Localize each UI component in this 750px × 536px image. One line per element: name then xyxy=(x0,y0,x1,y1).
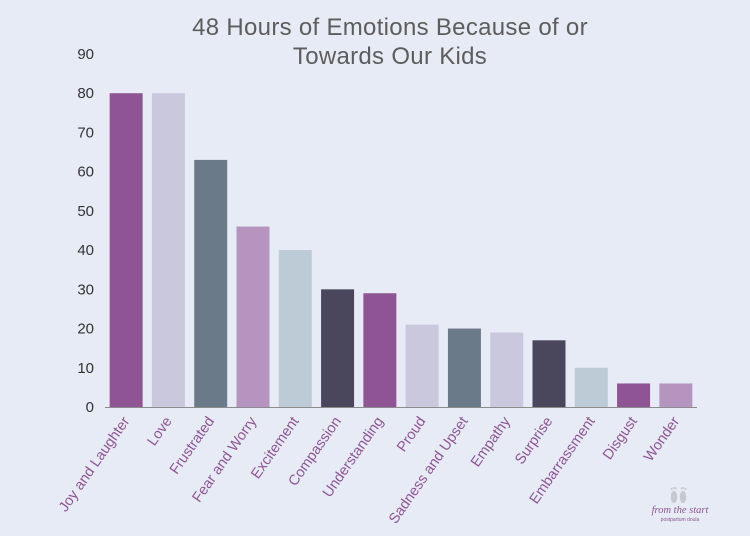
x-tick-label: Joy and Laughter xyxy=(56,414,133,515)
bar xyxy=(447,328,481,407)
x-tick-label: Empathy xyxy=(468,414,514,471)
bar xyxy=(405,324,439,407)
bar xyxy=(236,226,270,407)
bar xyxy=(490,332,524,407)
y-tick-label: 30 xyxy=(77,281,94,298)
x-tick-label: Sadness and Upset xyxy=(386,414,472,527)
y-tick-label: 50 xyxy=(77,203,94,220)
x-tick-label: Wonder xyxy=(641,414,683,465)
y-tick-label: 0 xyxy=(86,399,94,416)
bar xyxy=(151,93,185,407)
y-tick-label: 70 xyxy=(77,124,94,141)
bar xyxy=(659,383,693,407)
y-tick-label: 10 xyxy=(77,360,94,377)
chart-title-line-2: Towards Our Kids xyxy=(292,43,488,70)
bar xyxy=(321,289,355,407)
bar xyxy=(363,293,397,407)
from-the-start-logo: from the start postpartum doula xyxy=(640,483,720,527)
y-tick-label: 90 xyxy=(77,46,94,63)
chart-title-line-1: 48 Hours of Emotions Because of or xyxy=(192,14,588,41)
baby-feet-icon xyxy=(670,487,687,503)
y-tick-label: 20 xyxy=(77,321,94,338)
x-tick-label: Love xyxy=(145,414,176,449)
bar xyxy=(574,367,608,407)
bar xyxy=(194,159,228,407)
bar xyxy=(278,250,312,407)
y-tick-label: 80 xyxy=(77,85,94,102)
bar xyxy=(109,93,143,407)
bar xyxy=(532,340,566,407)
y-tick-label: 60 xyxy=(77,164,94,181)
logo-text: from the start xyxy=(651,505,709,516)
x-tick-label: Disgust xyxy=(600,414,641,463)
y-axis-ticks: 0 10 20 30 40 50 60 70 80 90 xyxy=(77,46,94,416)
bars xyxy=(109,93,693,407)
x-tick-label: Proud xyxy=(394,414,429,455)
bar xyxy=(617,383,651,407)
logo-subtext: postpartum doula xyxy=(660,517,700,523)
x-tick-label: Surprise xyxy=(512,414,556,467)
y-tick-label: 40 xyxy=(77,242,94,259)
